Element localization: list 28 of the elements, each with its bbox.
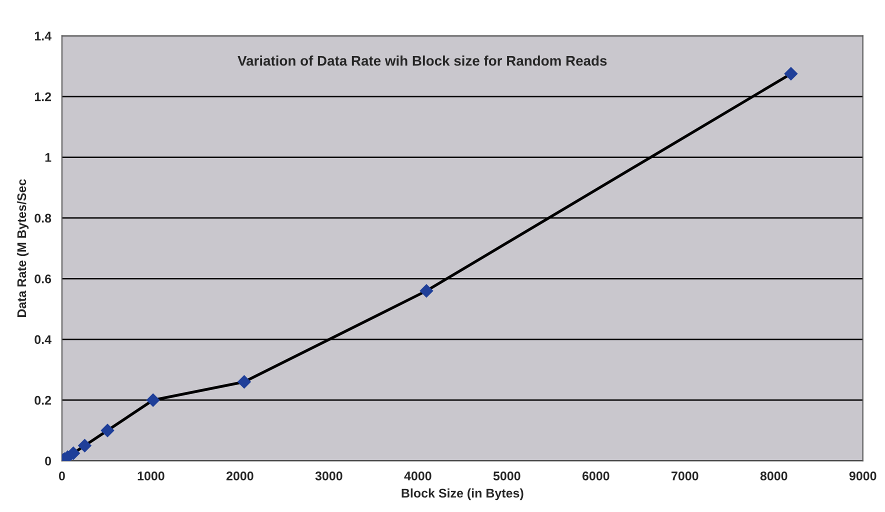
y-tick-label: 1.4 bbox=[34, 32, 52, 40]
x-tick-label: 7000 bbox=[672, 472, 698, 480]
text: Variation of Data Rate wih Block size for Random Reads bbox=[238, 56, 607, 66]
point bbox=[78, 439, 92, 452]
point bbox=[420, 284, 434, 298]
x-tick-label: 9000 bbox=[849, 472, 876, 480]
point bbox=[238, 375, 251, 388]
y-tick-label: 0.6 bbox=[34, 274, 52, 284]
y-tick-label: 1 bbox=[45, 153, 52, 162]
x-tick-label: 8000 bbox=[760, 472, 788, 480]
x-tick-label: 4000 bbox=[404, 472, 432, 480]
x-tick-label: 1000 bbox=[138, 472, 164, 480]
point bbox=[784, 67, 798, 80]
y-tick-label: 0.2 bbox=[34, 396, 52, 405]
y-tick-label: 0 bbox=[45, 456, 52, 466]
x-tick-label: 6000 bbox=[582, 472, 610, 480]
x-tick-label: 5000 bbox=[493, 472, 520, 480]
point bbox=[146, 394, 160, 407]
x-tick-label: 3000 bbox=[315, 472, 342, 480]
point bbox=[66, 446, 80, 460]
y-tick-label: 0.8 bbox=[34, 214, 52, 223]
y-tick-label: 0.4 bbox=[34, 335, 52, 344]
x-tick-label: 0 bbox=[58, 472, 65, 480]
y-axis-title: Data Rate (M Bytes/Sec bbox=[16, 179, 29, 317]
y-tick-label: 1.2 bbox=[34, 92, 52, 102]
x-axis-title: Block Size (in Bytes) bbox=[402, 488, 524, 500]
x-tick-label: 2000 bbox=[226, 472, 254, 480]
point bbox=[100, 424, 114, 438]
